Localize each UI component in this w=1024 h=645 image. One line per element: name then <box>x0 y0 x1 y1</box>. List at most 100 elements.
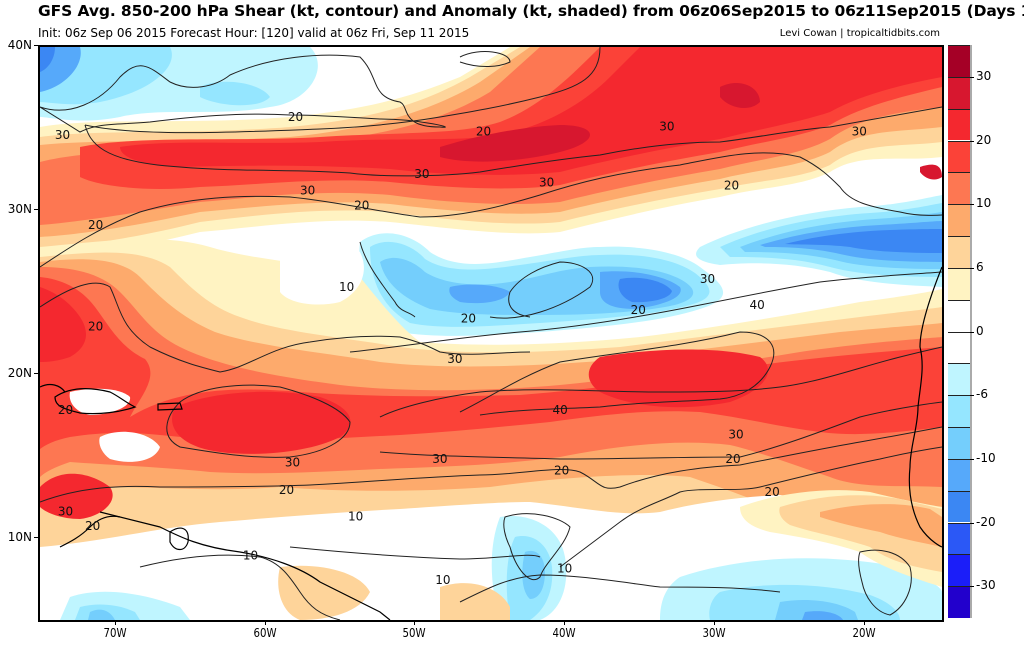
anomaly-shading <box>40 47 942 620</box>
contour-label: 20 <box>85 519 100 533</box>
contour-label-layer: 20 20 20 20 20 30 30 30 30 30 30 20 20 20 10 30 40 30 40 20… <box>55 110 867 587</box>
contour-10-south-3 <box>459 574 781 603</box>
contour-30-south <box>166 384 351 458</box>
colorbar-swatch <box>948 45 970 77</box>
shade-se-warm-3 <box>820 504 942 547</box>
contour-30-north <box>84 106 942 177</box>
coast-africa <box>908 266 942 548</box>
colorbar-label: 6 <box>976 259 984 274</box>
lat-tick-10n <box>34 537 39 538</box>
colorbar-swatch <box>948 267 970 300</box>
contour-label: 20 <box>58 403 73 417</box>
contour-label: 20 <box>461 311 476 325</box>
colorbar-tick <box>970 331 974 333</box>
lat-tick-40n <box>34 45 39 46</box>
colorbar-swatch <box>948 204 970 236</box>
coast-cuba <box>40 383 66 393</box>
contour-label: 30 <box>414 167 429 181</box>
contour-label: 30 <box>700 272 715 286</box>
colorbar-swatch <box>948 331 970 364</box>
shear-map: 20 20 20 20 20 30 30 30 30 30 30 20 20 20 10 30 40 30 40 20… <box>40 47 942 620</box>
contour-30-mid <box>349 271 942 353</box>
contour-20-central <box>489 261 593 319</box>
contour-label: 30 <box>659 120 674 134</box>
colorbar-swatch <box>948 490 970 523</box>
contour-label: 30 <box>285 455 300 469</box>
colorbar-swatch <box>948 172 970 205</box>
lon-label-50w: 50W <box>402 626 426 640</box>
contour-label: 30 <box>852 125 867 139</box>
contour-se-loop <box>858 549 912 616</box>
contour-label: 30 <box>300 184 315 198</box>
lat-label-20n: 20N <box>7 366 32 380</box>
shade-neg-nw-2 <box>40 47 270 106</box>
colorbar-swatch <box>948 554 970 587</box>
shade-north-band-7 <box>440 82 942 180</box>
lon-label-70w: 70W <box>103 626 127 640</box>
colorbar-tick <box>970 140 974 142</box>
contour-10-mid <box>359 241 416 318</box>
contour-20-north <box>40 54 446 133</box>
shade-neg-nw-4 <box>40 47 55 72</box>
contour-label: 10 <box>557 562 572 576</box>
colorbar-swatch <box>948 299 970 332</box>
contour-label: 20 <box>88 319 103 333</box>
contour-label: 20 <box>554 464 569 478</box>
contour-10-south <box>289 546 541 560</box>
contour-label: 30 <box>58 504 73 518</box>
colorbar-swatch <box>948 458 970 491</box>
contour-label: 40 <box>553 403 568 417</box>
lon-label-20w: 20W <box>852 626 876 640</box>
colorbar-swatch <box>948 236 970 268</box>
contour-label: 20 <box>725 452 740 466</box>
contour-label: 10 <box>243 549 258 563</box>
shade-neg-ne-5 <box>785 229 942 253</box>
colorbar-swatch <box>948 427 970 459</box>
contour-label: 20 <box>724 179 739 193</box>
shear-contours <box>40 47 942 620</box>
contour-40 <box>459 331 775 416</box>
colorbar-swatch <box>948 522 970 555</box>
colorbar-tick <box>970 267 974 269</box>
shade-south-neg-3 <box>88 550 858 620</box>
contour-label: 30 <box>728 428 743 442</box>
shade-neg-central-5 <box>618 277 672 303</box>
contour-10-south-2 <box>139 554 341 620</box>
contour-label: 20 <box>279 483 294 497</box>
contour-label: 10 <box>348 509 363 523</box>
contour-label: 20 <box>288 110 303 124</box>
colorbar-swatch <box>948 108 970 141</box>
coast-venezuela <box>59 515 121 548</box>
lon-tick-20w <box>864 620 865 625</box>
colorbar-label: -20 <box>976 514 996 529</box>
lon-label-30w: 30W <box>702 626 726 640</box>
lon-tick-70w <box>115 620 116 625</box>
colorbar-label: -6 <box>976 387 988 402</box>
contour-label: 30 <box>55 128 70 142</box>
contour-30-south-2 <box>379 346 942 418</box>
contour-label: 20 <box>764 485 779 499</box>
contour-label: 20 <box>476 125 491 139</box>
contour-label: 10 <box>435 573 450 587</box>
coast-hispaniola <box>54 388 137 415</box>
contour-label: 20 <box>88 218 103 232</box>
lat-label-30n: 30N <box>7 202 32 216</box>
lon-tick-40w <box>564 620 565 625</box>
lat-tick-30n <box>34 209 39 210</box>
colorbar-tick <box>970 586 974 588</box>
colorbar-label: 10 <box>976 196 992 211</box>
contour-30-south-3 <box>379 401 942 460</box>
colorbar-label: 30 <box>976 68 992 83</box>
shade-south-neg-4 <box>802 611 843 620</box>
lat-tick-20n <box>34 373 39 374</box>
contour-20-north-2 <box>459 51 511 67</box>
contour-label: 30 <box>447 352 462 366</box>
contour-10-loop <box>503 513 571 580</box>
shade-north-band-6 <box>120 47 942 175</box>
contour-label: 40 <box>749 298 764 312</box>
lat-label-40n: 40N <box>7 38 32 52</box>
contour-label: 20 <box>631 303 646 317</box>
coastlines <box>40 266 942 620</box>
colorbar-tick <box>970 204 974 206</box>
colorbar-tick <box>970 458 974 460</box>
